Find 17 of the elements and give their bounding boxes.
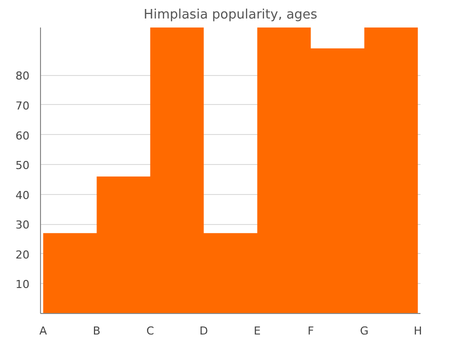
x-tick-label: C	[146, 324, 154, 338]
y-tick-label: 30	[16, 218, 30, 232]
x-tick-label: H	[414, 324, 422, 338]
x-tick-label: F	[308, 324, 314, 338]
y-tick-label: 50	[16, 159, 30, 172]
x-tick-label: D	[200, 324, 208, 338]
y-tick-label: 70	[16, 99, 30, 112]
chart-title: Himplasia popularity, ages	[144, 8, 318, 22]
y-tick-label: 40	[16, 188, 30, 202]
x-tick-label: B	[92, 324, 100, 338]
y-tick-label: 80	[16, 70, 30, 83]
x-tick-label: A	[39, 324, 48, 338]
x-tick-label: G	[360, 324, 369, 338]
y-tick-label: 20	[16, 248, 30, 262]
y-tick-label: 10	[16, 278, 30, 292]
y-tick-label: 60	[16, 129, 30, 142]
x-tick-label: E	[254, 324, 261, 338]
